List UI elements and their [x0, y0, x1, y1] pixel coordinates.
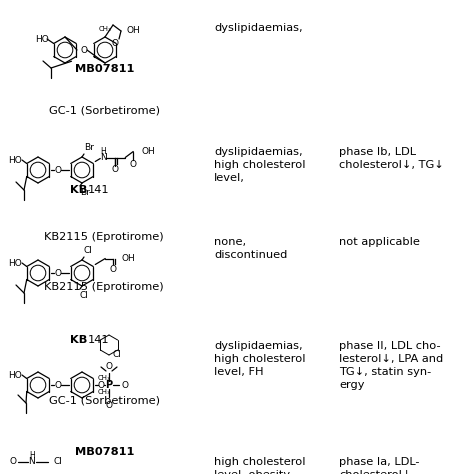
Text: N: N	[100, 153, 107, 162]
Text: HO: HO	[35, 35, 49, 44]
Text: dyslipidaemias,
high cholesterol
level,: dyslipidaemias, high cholesterol level,	[214, 147, 306, 182]
Text: O: O	[110, 264, 117, 273]
Text: not applicable: not applicable	[339, 237, 420, 247]
Text: OH: OH	[121, 254, 135, 263]
Text: Cl: Cl	[112, 350, 121, 359]
Text: OH: OH	[141, 147, 155, 156]
Text: GC-1 (Sorbetirome): GC-1 (Sorbetirome)	[49, 396, 160, 406]
Text: N: N	[28, 457, 36, 466]
Text: O: O	[112, 165, 119, 174]
Text: phase Ib, LDL
cholesterol↓, TG↓: phase Ib, LDL cholesterol↓, TG↓	[339, 147, 444, 170]
Text: Cl: Cl	[54, 457, 63, 466]
Text: MB07811: MB07811	[74, 447, 134, 457]
Text: CH₃: CH₃	[97, 389, 110, 394]
Text: MB07811: MB07811	[74, 64, 134, 74]
Text: H: H	[29, 450, 35, 459]
Text: Br: Br	[80, 188, 90, 197]
Text: Cl: Cl	[80, 291, 89, 300]
Text: O: O	[81, 46, 88, 55]
Text: CH₃: CH₃	[97, 375, 110, 382]
Text: KB2115 (Eprotirome): KB2115 (Eprotirome)	[45, 282, 164, 292]
Text: H: H	[100, 147, 106, 156]
Text: O: O	[130, 160, 137, 169]
Text: high cholesterol
level, obesity,
NAFLD: high cholesterol level, obesity, NAFLD	[214, 457, 306, 474]
Text: KB: KB	[70, 185, 88, 195]
Text: O: O	[122, 381, 129, 390]
Text: phase Ia, LDL-
cholesterol↓: phase Ia, LDL- cholesterol↓	[339, 457, 419, 474]
Text: O: O	[98, 381, 104, 390]
Text: 141: 141	[88, 335, 109, 345]
Text: none,
discontinued: none, discontinued	[214, 237, 288, 260]
Text: O: O	[106, 401, 112, 410]
Text: HO: HO	[8, 371, 22, 380]
Text: Cl: Cl	[84, 246, 93, 255]
Text: O: O	[106, 362, 112, 371]
Text: CH₃: CH₃	[99, 26, 111, 32]
Text: 141: 141	[88, 185, 109, 195]
Text: OH: OH	[127, 26, 141, 35]
Text: GC-1 (Sorbetirome): GC-1 (Sorbetirome)	[49, 105, 160, 115]
Text: P: P	[105, 380, 112, 390]
Text: HO: HO	[8, 258, 22, 267]
Text: Br: Br	[84, 143, 94, 152]
Text: O: O	[10, 457, 17, 466]
Text: dyslipidaemias,
high cholesterol
level, FH: dyslipidaemias, high cholesterol level, …	[214, 341, 306, 377]
Text: O: O	[55, 268, 62, 277]
Text: O: O	[55, 381, 62, 390]
Text: HO: HO	[8, 155, 22, 164]
Text: phase II, LDL cho-
lesterol↓, LPA and
TG↓, statin syn-
ergy: phase II, LDL cho- lesterol↓, LPA and TG…	[339, 341, 443, 390]
Text: KB2115 (Eprotirome): KB2115 (Eprotirome)	[45, 232, 164, 242]
Text: dyslipidaemias,: dyslipidaemias,	[214, 23, 303, 33]
Text: O: O	[111, 38, 118, 47]
Text: O: O	[55, 165, 62, 174]
Text: KB: KB	[70, 335, 88, 345]
